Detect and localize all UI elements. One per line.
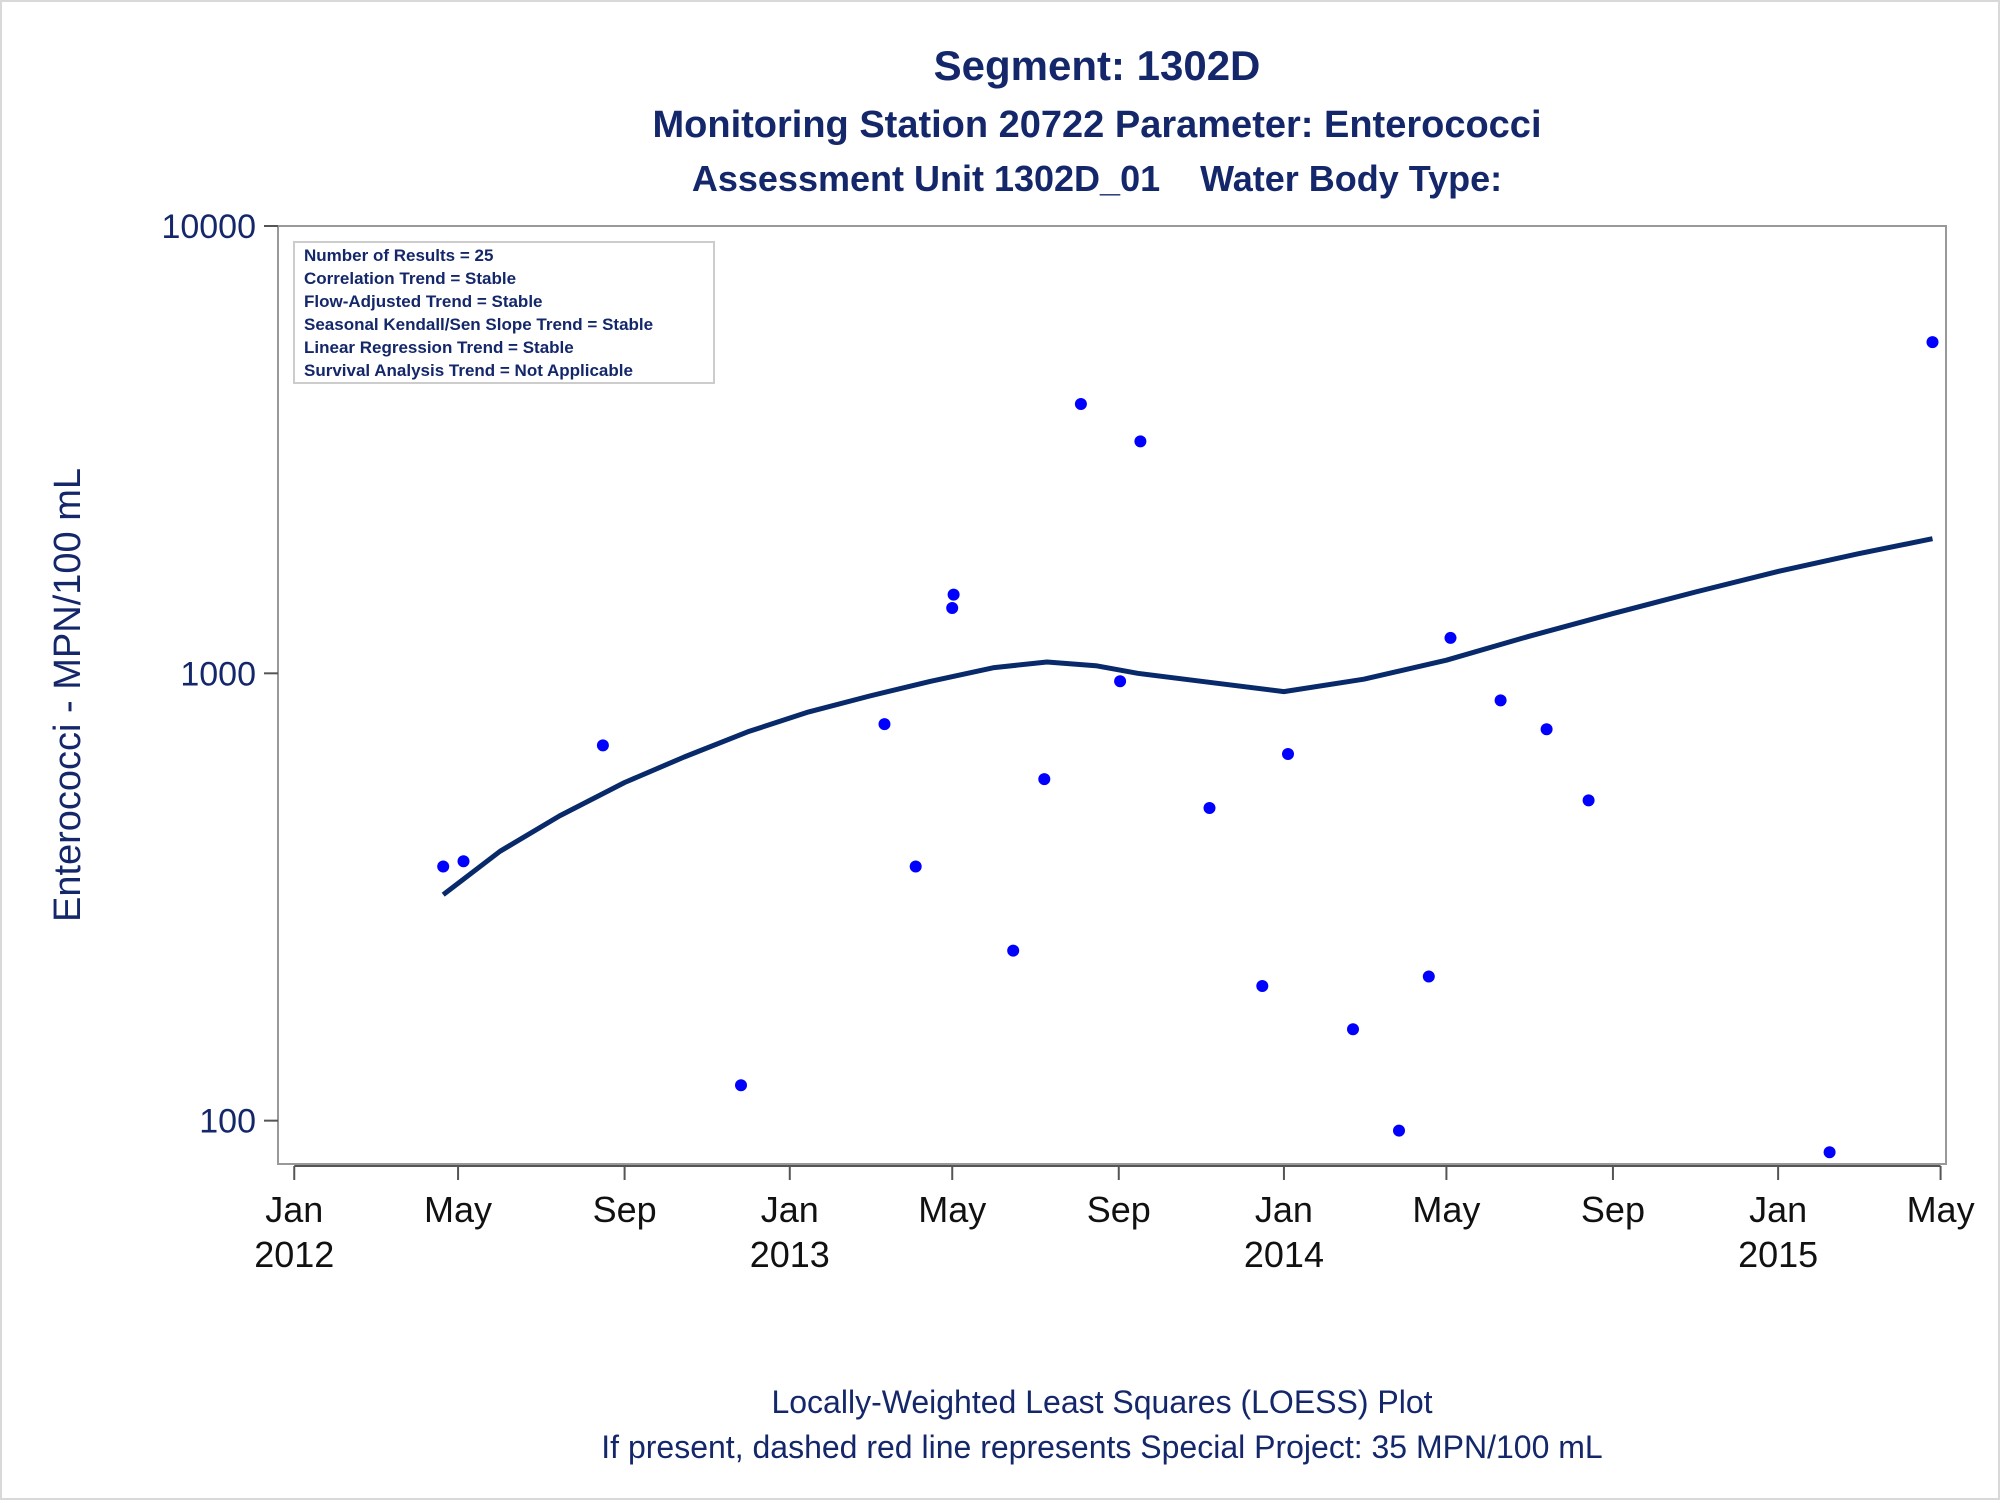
chart-subtitle-station: Monitoring Station 20722 Parameter: Ente…	[652, 104, 1541, 146]
data-point	[1582, 794, 1595, 807]
stats-line: Correlation Trend = Stable	[304, 269, 516, 288]
x-tick-year-label: 2015	[1738, 1234, 1818, 1275]
x-tick-label: Jan	[761, 1189, 819, 1230]
data-point	[1823, 1146, 1836, 1159]
data-point	[1007, 944, 1020, 957]
footnote-special-project: If present, dashed red line represents S…	[601, 1429, 1602, 1465]
y-axis: 100 1000 10000	[161, 208, 278, 1141]
data-point	[1134, 435, 1147, 448]
trend-stats-box: Number of Results = 25 Correlation Trend…	[293, 241, 715, 384]
x-tick-label: May	[424, 1189, 492, 1230]
x-tick-label: May	[1412, 1189, 1480, 1230]
data-point	[596, 739, 609, 752]
x-tick-label: Jan	[1255, 1189, 1313, 1230]
data-point	[1494, 694, 1507, 707]
data-point	[1926, 336, 1939, 349]
data-point	[1393, 1124, 1405, 1137]
data-point	[437, 860, 450, 873]
x-tick-label: Sep	[1087, 1189, 1151, 1230]
x-tick-year-label: 2013	[750, 1234, 830, 1275]
x-tick-label: Sep	[1581, 1189, 1645, 1230]
stats-line: Number of Results = 25	[304, 246, 493, 265]
stats-line: Survival Analysis Trend = Not Applicable	[304, 361, 633, 380]
x-tick-label: May	[918, 1189, 986, 1230]
stats-line: Flow-Adjusted Trend = Stable	[304, 292, 543, 311]
data-points	[437, 336, 1939, 1159]
x-tick-year-label: 2012	[254, 1234, 334, 1275]
data-point	[1540, 723, 1553, 736]
data-point	[1347, 1023, 1359, 1036]
footnote-loess: Locally-Weighted Least Squares (LOESS) P…	[771, 1384, 1432, 1420]
data-point	[909, 860, 922, 873]
chart-subtitle-assessment: Assessment Unit 1302D_01 Water Body Type…	[692, 158, 1502, 199]
x-tick-label: Jan	[265, 1189, 323, 1230]
data-point	[1203, 802, 1216, 814]
x-tick-label: Jan	[1749, 1189, 1807, 1230]
y-tick-label: 1000	[180, 655, 256, 693]
chart-title: Segment: 1302D	[934, 42, 1261, 89]
data-point	[1114, 675, 1127, 688]
stats-line: Linear Regression Trend = Stable	[304, 338, 574, 357]
data-point	[1282, 748, 1294, 760]
data-point	[1422, 970, 1435, 983]
data-point	[1074, 398, 1087, 410]
loess-curve-group	[441, 536, 1933, 897]
data-point	[878, 718, 891, 731]
x-tick-label: Sep	[593, 1189, 657, 1230]
data-point	[457, 855, 470, 868]
y-tick-label: 100	[199, 1103, 256, 1141]
x-tick-year-label: 2014	[1244, 1234, 1324, 1275]
y-axis-label: Enterococci - MPN/100 mL	[47, 468, 89, 922]
data-point	[946, 602, 959, 614]
data-point	[947, 588, 960, 601]
loess-curve	[441, 536, 1933, 897]
x-tick-label: May	[1907, 1189, 1975, 1230]
y-tick-label: 10000	[161, 208, 256, 246]
stats-line: Seasonal Kendall/Sen Slope Trend = Stabl…	[304, 315, 653, 334]
data-point	[735, 1079, 747, 1092]
data-point	[1444, 631, 1457, 644]
plot-area	[277, 225, 1947, 1165]
data-point	[1038, 773, 1051, 786]
data-point	[1256, 980, 1269, 992]
